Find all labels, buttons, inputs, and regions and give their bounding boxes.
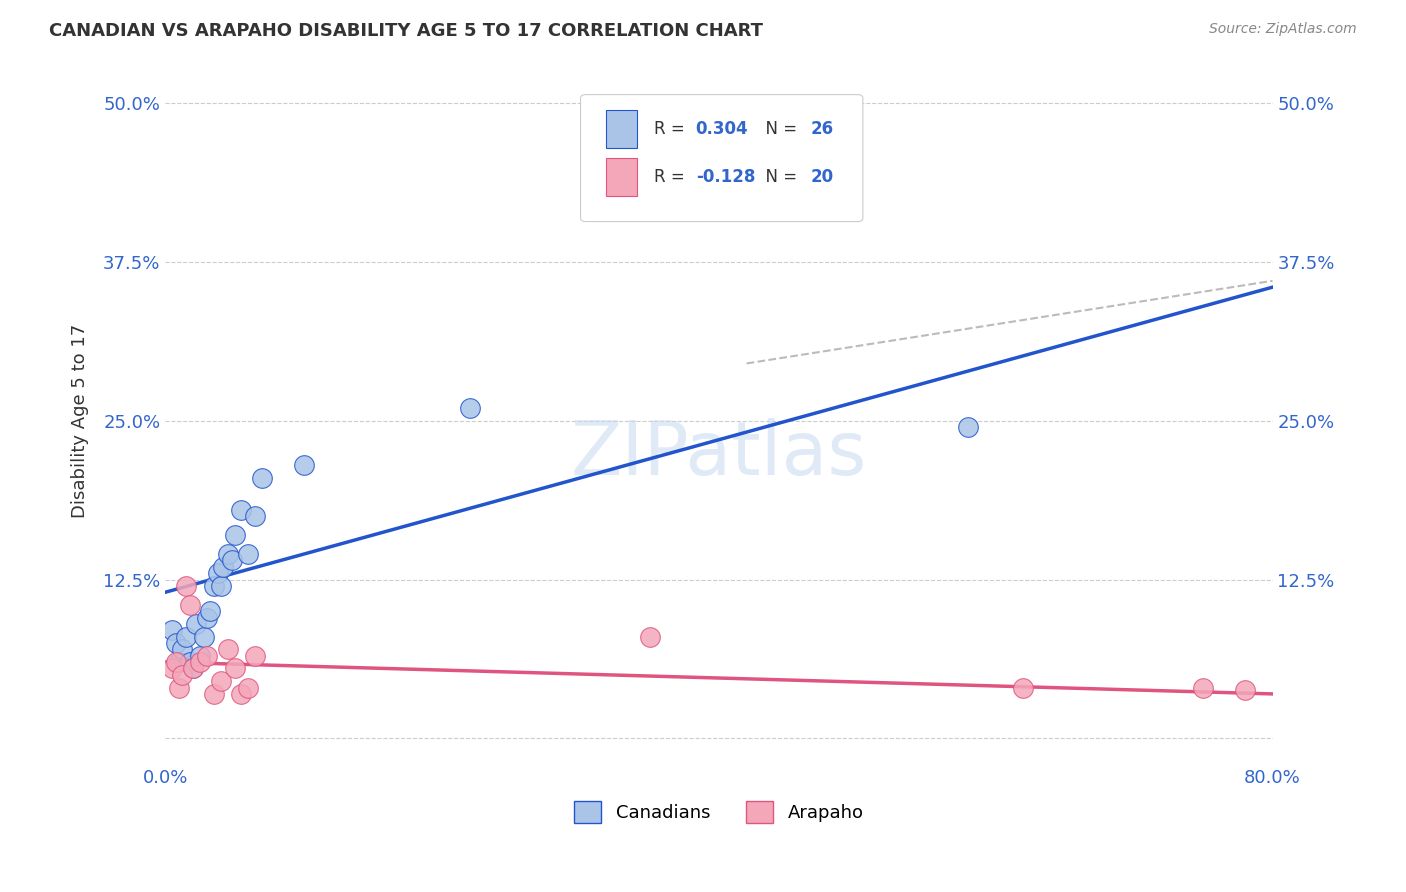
Point <box>202 687 225 701</box>
Point <box>195 610 218 624</box>
Point <box>202 579 225 593</box>
Point <box>181 661 204 675</box>
Text: 20: 20 <box>811 168 834 186</box>
Text: ZIPatlas: ZIPatlas <box>571 418 868 491</box>
Point <box>224 528 246 542</box>
FancyBboxPatch shape <box>581 95 863 221</box>
Point <box>179 655 201 669</box>
Point <box>209 579 232 593</box>
Point <box>207 566 229 581</box>
Point <box>193 630 215 644</box>
Point <box>162 661 184 675</box>
Point <box>292 458 315 472</box>
Point <box>252 471 274 485</box>
Text: CANADIAN VS ARAPAHO DISABILITY AGE 5 TO 17 CORRELATION CHART: CANADIAN VS ARAPAHO DISABILITY AGE 5 TO … <box>49 22 763 40</box>
Text: -0.128: -0.128 <box>696 168 755 186</box>
Point <box>217 642 239 657</box>
Y-axis label: Disability Age 5 to 17: Disability Age 5 to 17 <box>72 324 89 517</box>
Point <box>179 598 201 612</box>
Point <box>188 648 211 663</box>
Text: R =: R = <box>654 120 689 138</box>
Legend: Canadians, Arapaho: Canadians, Arapaho <box>574 801 863 823</box>
Point <box>1192 681 1215 695</box>
Text: N =: N = <box>755 120 803 138</box>
Point <box>245 648 267 663</box>
Point <box>1012 681 1035 695</box>
Text: Source: ZipAtlas.com: Source: ZipAtlas.com <box>1209 22 1357 37</box>
Point <box>231 687 253 701</box>
Point <box>195 648 218 663</box>
Point <box>174 630 197 644</box>
Point <box>217 547 239 561</box>
Point <box>174 579 197 593</box>
Point <box>231 502 253 516</box>
Point <box>224 661 246 675</box>
FancyBboxPatch shape <box>606 110 637 148</box>
Point <box>458 401 481 415</box>
Point <box>1233 683 1256 698</box>
Text: 0.304: 0.304 <box>696 120 748 138</box>
Point <box>167 681 190 695</box>
Point <box>212 559 235 574</box>
Point <box>165 636 187 650</box>
Point <box>957 420 980 434</box>
Point <box>209 674 232 689</box>
Point <box>198 604 221 618</box>
Point <box>221 553 243 567</box>
Point <box>238 681 260 695</box>
Point <box>165 655 187 669</box>
Point <box>245 508 267 523</box>
Point <box>167 655 190 669</box>
Point <box>188 655 211 669</box>
Point <box>162 624 184 638</box>
Point <box>170 642 193 657</box>
Text: 26: 26 <box>811 120 834 138</box>
Point <box>184 617 207 632</box>
Text: R =: R = <box>654 168 689 186</box>
Text: N =: N = <box>755 168 803 186</box>
Point <box>181 661 204 675</box>
Point <box>238 547 260 561</box>
FancyBboxPatch shape <box>606 158 637 196</box>
Point <box>170 668 193 682</box>
Point <box>638 630 661 644</box>
